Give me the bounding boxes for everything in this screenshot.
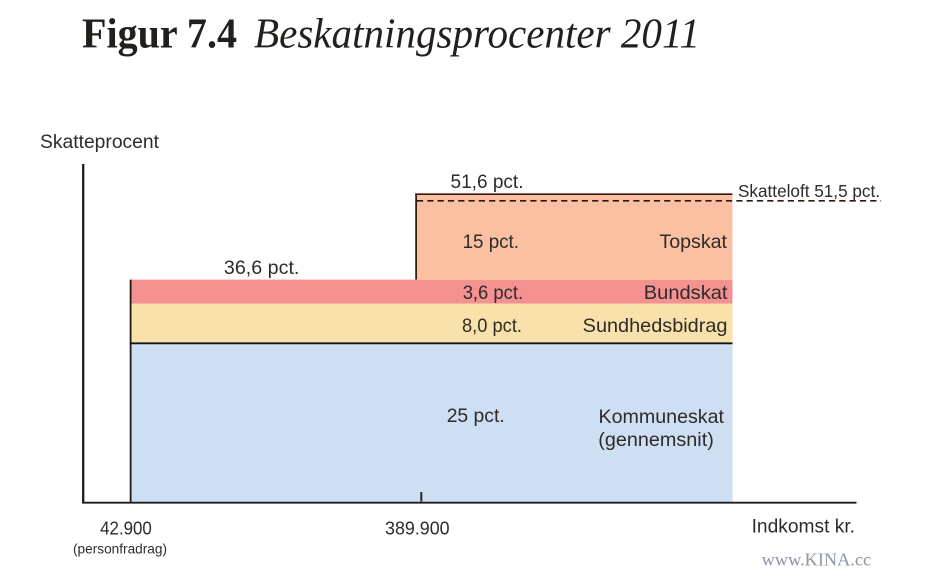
svg-text:25 pct.: 25 pct. (447, 405, 505, 427)
svg-text:Sundhedsbidrag: Sundhedsbidrag (583, 315, 728, 337)
svg-text:Bundskat: Bundskat (644, 282, 728, 304)
svg-text:36,6 pct.: 36,6 pct. (224, 257, 300, 279)
svg-text:Figur 7.4: Figur 7.4 (82, 11, 237, 58)
svg-text:(personfradrag): (personfradrag) (73, 542, 167, 557)
svg-text:Kommuneskat: Kommuneskat (599, 406, 725, 428)
svg-text:Beskatningsprocenter 2011: Beskatningsprocenter 2011 (254, 11, 700, 58)
svg-text:42.900: 42.900 (100, 518, 152, 539)
svg-text:(gennemsnit): (gennemsnit) (598, 429, 714, 451)
svg-text:8,0 pct.: 8,0 pct. (462, 315, 522, 337)
svg-text:Skatteloft 51,5 pct.: Skatteloft 51,5 pct. (738, 181, 880, 201)
svg-text:www.KINA.cc: www.KINA.cc (762, 550, 872, 570)
svg-text:Indkomst kr.: Indkomst kr. (752, 516, 855, 538)
svg-text:3,6 pct.: 3,6 pct. (463, 282, 523, 304)
svg-text:51,6 pct.: 51,6 pct. (451, 171, 524, 193)
svg-text:Topskat: Topskat (659, 231, 727, 253)
svg-text:Skatteprocent: Skatteprocent (40, 131, 160, 153)
svg-text:389.900: 389.900 (385, 518, 450, 539)
svg-text:15 pct.: 15 pct. (463, 231, 519, 253)
